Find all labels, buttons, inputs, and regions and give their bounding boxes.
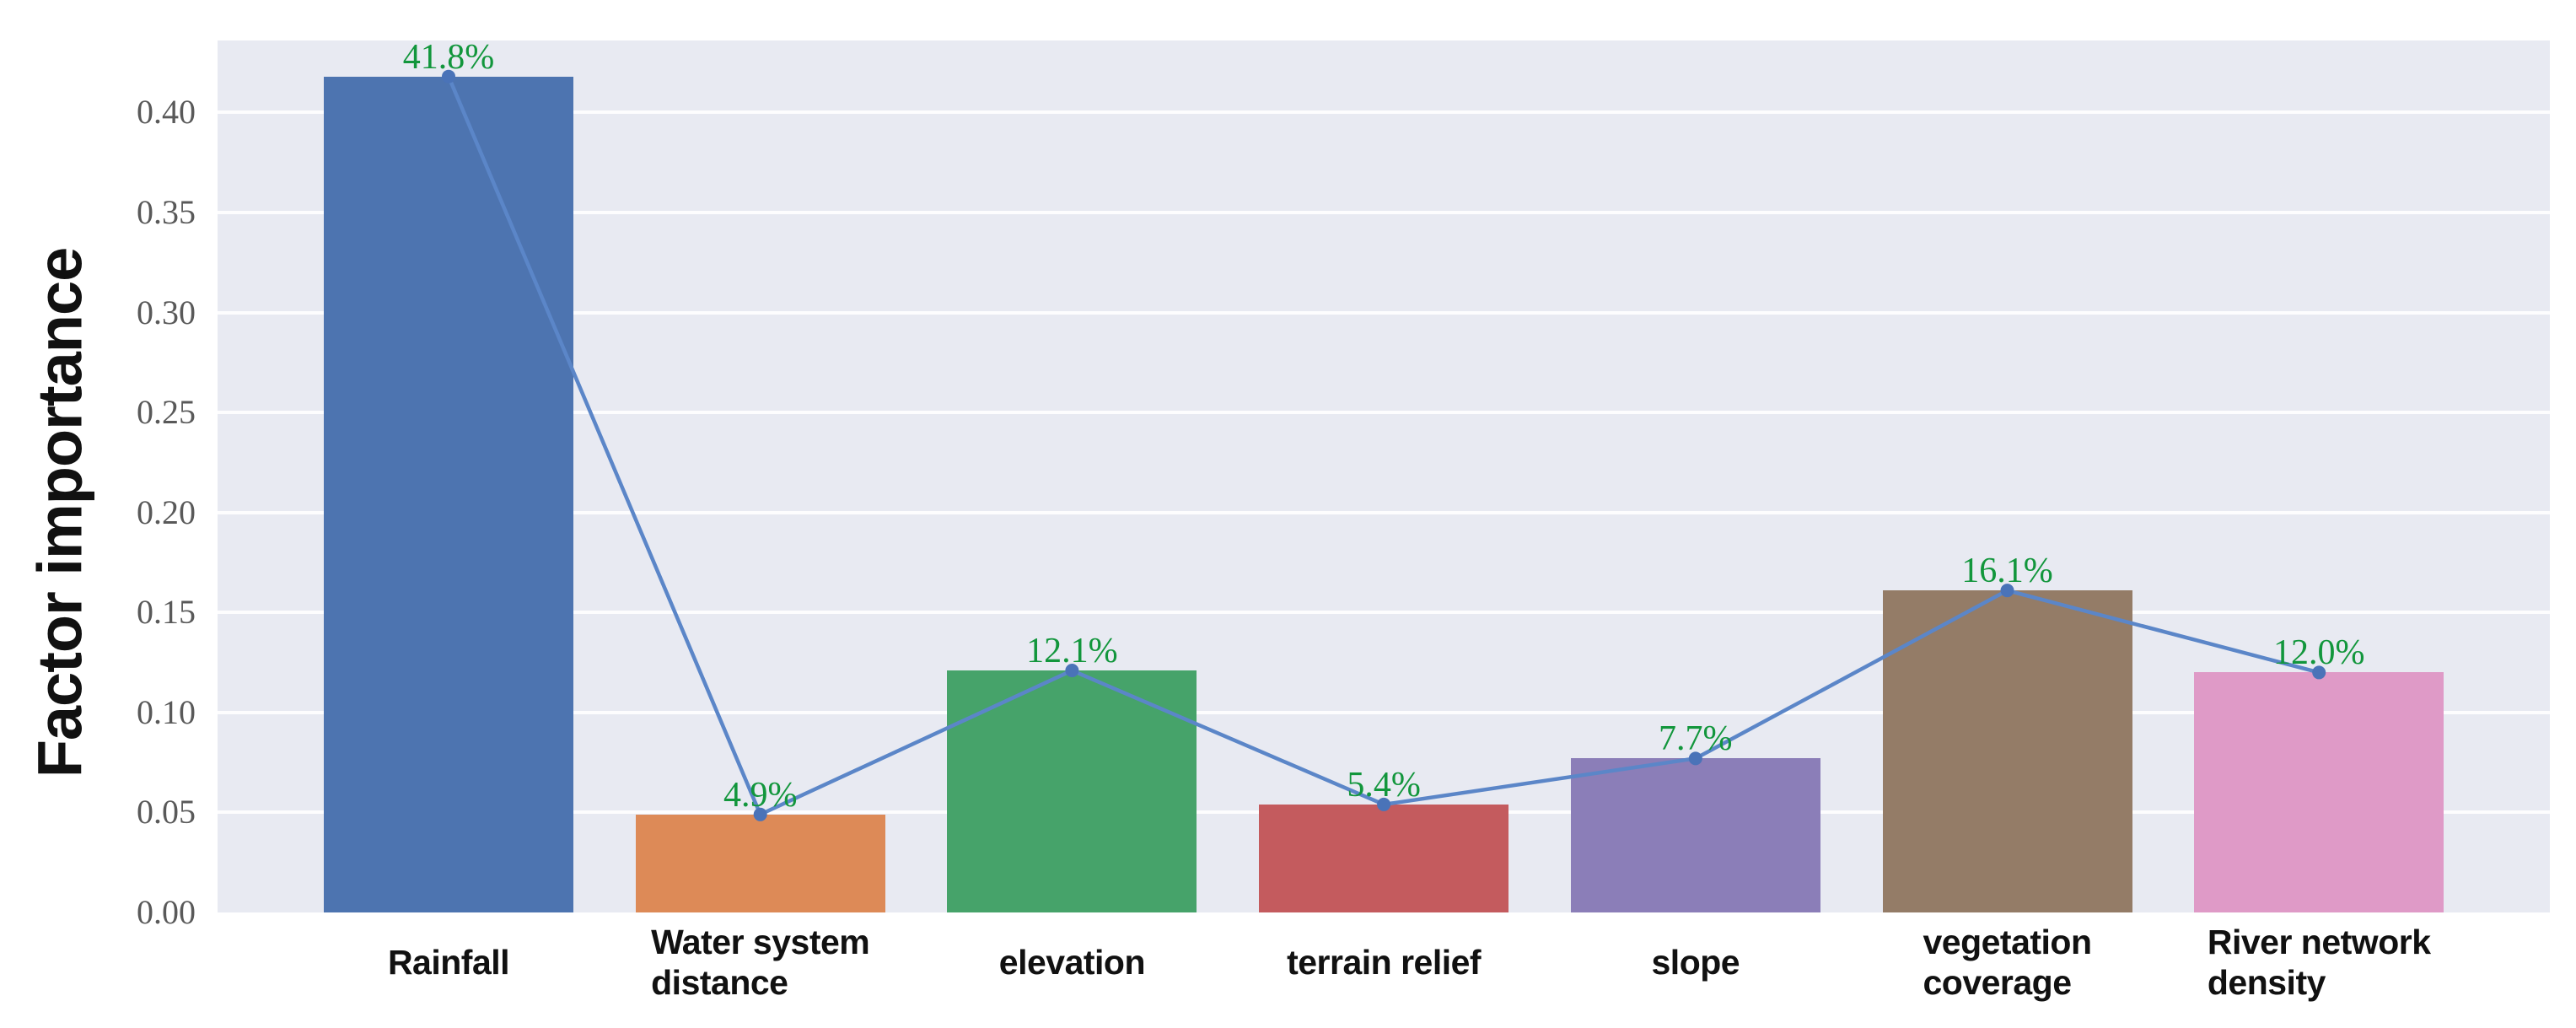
y-tick-label-0.10: 0.10 xyxy=(137,692,196,731)
data-label-elevation: 12.1% xyxy=(1026,632,1118,671)
bar-vegetation-coverage xyxy=(1882,590,2132,912)
x-category-label-line: distance xyxy=(651,963,788,1002)
bar-elevation xyxy=(947,670,1197,912)
x-category-label-line: terrain relief xyxy=(1287,943,1482,982)
y-tick-label-0.40: 0.40 xyxy=(137,93,196,132)
x-category-label-line: elevation xyxy=(998,943,1146,982)
x-category-label-line: slope xyxy=(1651,943,1740,982)
data-label-water-system-distance: 4.9% xyxy=(723,775,798,815)
bar-river-network-density xyxy=(2194,672,2444,912)
bar-water-system-distance xyxy=(635,814,885,912)
y-tick-label-0.05: 0.05 xyxy=(137,793,196,832)
x-category-label-line: River network xyxy=(2207,923,2431,961)
y-tick-label-0.15: 0.15 xyxy=(137,593,196,632)
x-category-label-elevation: elevation xyxy=(998,942,1146,982)
x-category-label-rainfall: Rainfall xyxy=(387,942,510,982)
data-label-terrain-relief: 5.4% xyxy=(1347,765,1421,805)
data-label-vegetation-coverage: 16.1% xyxy=(1961,552,2053,591)
x-category-label-terrain-relief: terrain relief xyxy=(1287,942,1482,982)
x-category-label-line: Water system xyxy=(651,923,870,961)
data-label-river-network-density: 12.0% xyxy=(2272,633,2365,673)
y-tick-label-0.30: 0.30 xyxy=(137,293,196,331)
y-tick-label-0.35: 0.35 xyxy=(137,192,196,231)
x-category-label-line: density xyxy=(2207,963,2326,1002)
bar-terrain-relief xyxy=(1259,804,1509,912)
x-category-label-water-system-distance: Water system distance xyxy=(651,922,870,1003)
bar-slope xyxy=(1570,758,1820,912)
y-tick-label-0.25: 0.25 xyxy=(137,393,196,432)
x-category-label-vegetation-coverage: vegetation coverage xyxy=(1923,922,2092,1003)
bar-rainfall xyxy=(324,76,573,912)
y-tick-label-0.00: 0.00 xyxy=(137,893,196,931)
data-label-rainfall: 41.8% xyxy=(402,37,495,77)
x-category-label-river-network-density: River network density xyxy=(2208,922,2431,1003)
data-label-slope: 7.7% xyxy=(1659,719,1733,759)
x-category-label-line: coverage xyxy=(1923,963,2072,1002)
y-tick-label-0.20: 0.20 xyxy=(137,492,196,531)
x-category-label-slope: slope xyxy=(1652,942,1740,982)
x-category-label-line: vegetation xyxy=(1923,923,2092,961)
x-category-label-line: Rainfall xyxy=(387,943,510,982)
